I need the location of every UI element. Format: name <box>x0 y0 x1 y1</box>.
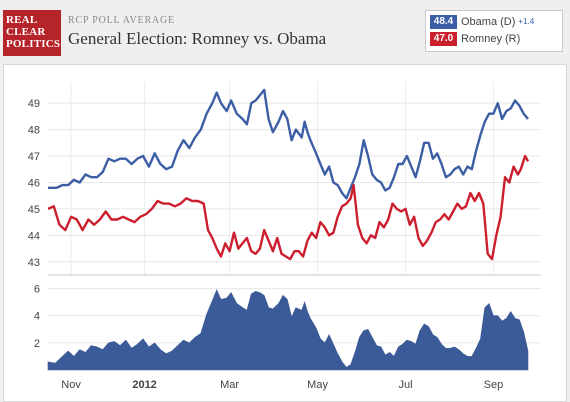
x-tick-label: Nov <box>61 379 81 391</box>
spread-chart-series <box>47 289 529 371</box>
y-tick-label: 45 <box>28 204 40 216</box>
logo-line-1: REAL <box>6 14 38 26</box>
legend: 48.4 Obama (D) +1.4 47.0 Romney (R) <box>425 10 563 52</box>
main-chart-y-axis: 43 44 45 46 47 48 49 <box>28 98 40 269</box>
x-tick-label: Jul <box>398 379 412 391</box>
y-tick-label: 49 <box>28 98 40 110</box>
x-tick-label: May <box>307 379 328 391</box>
legend-item-romney[interactable]: 47.0 Romney (R) <box>430 32 520 47</box>
spread-chart-y-axis: 2 4 6 <box>34 284 40 350</box>
legend-value-romney: 47.0 <box>430 32 457 46</box>
y-tick-label: 47 <box>28 151 40 163</box>
header: REAL CLEAR POLITICS RCP POLL AVERAGE Gen… <box>0 0 570 64</box>
legend-value-obama: 48.4 <box>430 15 457 29</box>
legend-change-obama: +1.4 <box>518 17 535 26</box>
y-tick-label: 43 <box>28 257 40 269</box>
spread-y-tick-label: 4 <box>34 311 40 323</box>
main-chart-series <box>47 88 530 261</box>
legend-name-romney: Romney (R) <box>461 33 521 45</box>
y-tick-label: 44 <box>28 230 40 242</box>
x-tick-label: Sep <box>484 379 504 391</box>
legend-name-obama: Obama (D) <box>461 16 516 28</box>
realclearpolitics-logo[interactable]: REAL CLEAR POLITICS <box>3 10 61 56</box>
y-tick-label: 46 <box>28 177 40 189</box>
x-axis: Nov 2012 Mar May Jul Sep <box>61 379 503 391</box>
y-tick-label: 48 <box>28 125 40 137</box>
obama-series-line[interactable] <box>48 88 529 200</box>
x-tick-label: 2012 <box>132 379 156 391</box>
logo-line-2: CLEAR <box>6 26 46 38</box>
spread-y-tick-label: 2 <box>34 338 40 350</box>
chart-title: General Election: Romney vs. Obama <box>68 29 327 48</box>
spread-area-fill[interactable] <box>47 289 529 371</box>
spread-y-tick-label: 6 <box>34 284 40 296</box>
logo-line-3: POLITICS <box>6 38 61 50</box>
legend-item-obama[interactable]: 48.4 Obama (D) +1.4 <box>430 15 534 30</box>
main-chart-grid <box>48 82 541 275</box>
romney-series-line[interactable] <box>47 154 530 261</box>
chart-subtitle: RCP POLL AVERAGE <box>68 15 175 26</box>
x-tick-label: Mar <box>220 379 239 391</box>
